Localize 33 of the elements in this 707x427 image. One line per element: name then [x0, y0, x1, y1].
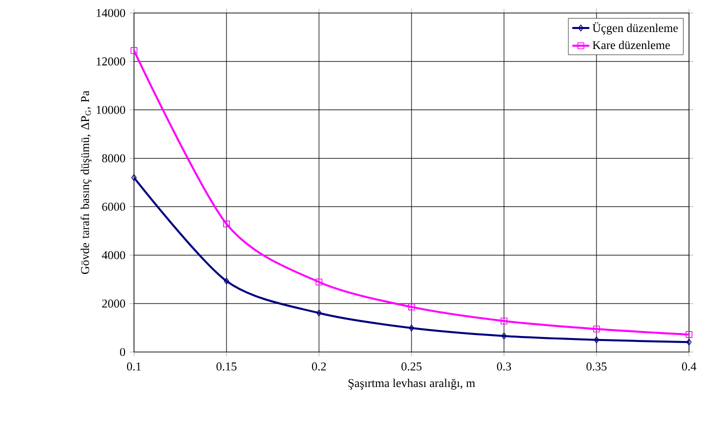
y-axis-title: Gövde tarafı basınç düşümü, ΔP$_{G}$, Pa	[80, 90, 92, 274]
point	[686, 331, 692, 338]
point	[130, 47, 138, 54]
y-tick-label: 2000	[102, 300, 126, 308]
point	[408, 324, 414, 332]
x-tick-label: 0.25	[401, 362, 422, 371]
y-tick-label: 10000	[96, 106, 126, 114]
point	[223, 220, 230, 228]
point	[500, 318, 508, 324]
point	[316, 310, 322, 316]
point	[224, 278, 230, 284]
y-tick-label: 14000	[96, 8, 126, 18]
x-tick-label: 0.35	[586, 362, 607, 371]
x-tick-label: 0.1	[126, 362, 141, 371]
point	[593, 326, 600, 332]
legend-label: Üçgen düzenleme	[592, 22, 678, 35]
y-tick-label: 6000	[102, 202, 126, 211]
point	[594, 336, 600, 344]
y-tick-label: 4000	[102, 251, 126, 260]
y-tick-label: 12000	[96, 57, 126, 66]
x-tick-label: 0.2	[312, 362, 326, 371]
point	[686, 338, 692, 346]
y-tick-label: 0	[120, 348, 126, 356]
x-tick-label: 0.3	[496, 362, 512, 371]
x-tick-label: 0.15	[216, 362, 236, 371]
x-tick-label: 0.4	[682, 362, 696, 371]
point	[408, 304, 415, 310]
x-axis-title: Şaşırtma levhası aralığı, m	[348, 378, 476, 390]
point	[316, 278, 322, 286]
point	[501, 332, 507, 340]
point	[131, 174, 137, 182]
y-tick-label: 8000	[102, 154, 126, 162]
legend-label: Kare düzenleme	[592, 40, 670, 50]
